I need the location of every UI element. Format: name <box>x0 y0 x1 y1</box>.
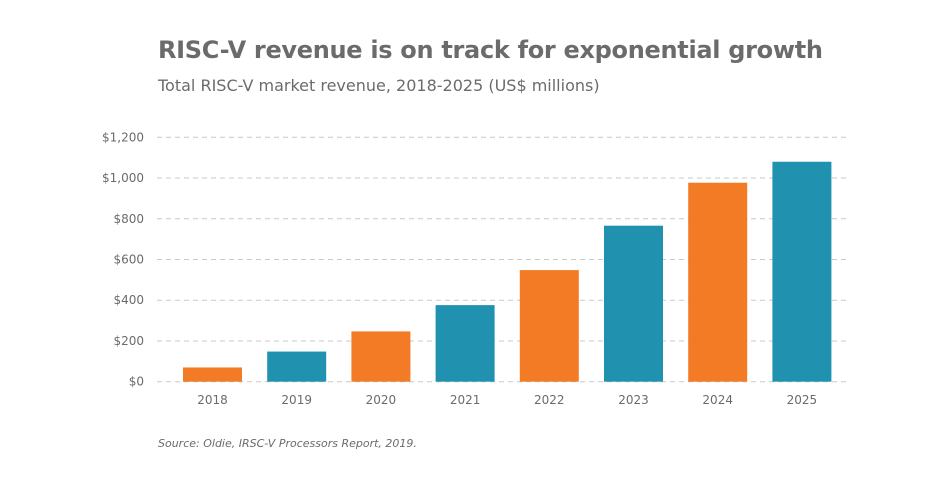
chart-subtitle: Total RISC-V market revenue, 2018-2025 (… <box>158 76 600 95</box>
x-tick-label: 2023 <box>618 393 649 407</box>
bar-2022 <box>519 270 579 382</box>
x-tick-label: 2020 <box>366 393 397 407</box>
bar-2023 <box>604 225 663 382</box>
x-tick-label: 2025 <box>787 393 818 407</box>
bar-2024 <box>688 182 748 382</box>
x-tick-label: 2021 <box>450 393 481 407</box>
source-note: Source: Oldie, IRSC-V Processors Report,… <box>158 437 417 450</box>
y-tick-label: $1,200 <box>102 130 144 144</box>
y-tick-label: $0 <box>129 375 144 389</box>
bar-2019 <box>267 351 327 382</box>
y-tick-label: $600 <box>113 253 144 267</box>
x-tick-label: 2019 <box>281 393 312 407</box>
bar-2025 <box>772 161 832 382</box>
bar-2020 <box>351 331 411 382</box>
x-tick-label: 2022 <box>534 393 565 407</box>
bar-2018 <box>183 367 242 382</box>
y-tick-label: $200 <box>113 334 144 348</box>
y-tick-label: $400 <box>113 293 144 307</box>
y-tick-label: $800 <box>113 212 144 226</box>
x-tick-label: 2024 <box>702 393 733 407</box>
chart-title: RISC-V revenue is on track for exponenti… <box>158 36 823 64</box>
x-tick-label: 2018 <box>197 393 228 407</box>
y-tick-label: $1,000 <box>102 171 144 185</box>
bar-2021 <box>435 305 495 382</box>
